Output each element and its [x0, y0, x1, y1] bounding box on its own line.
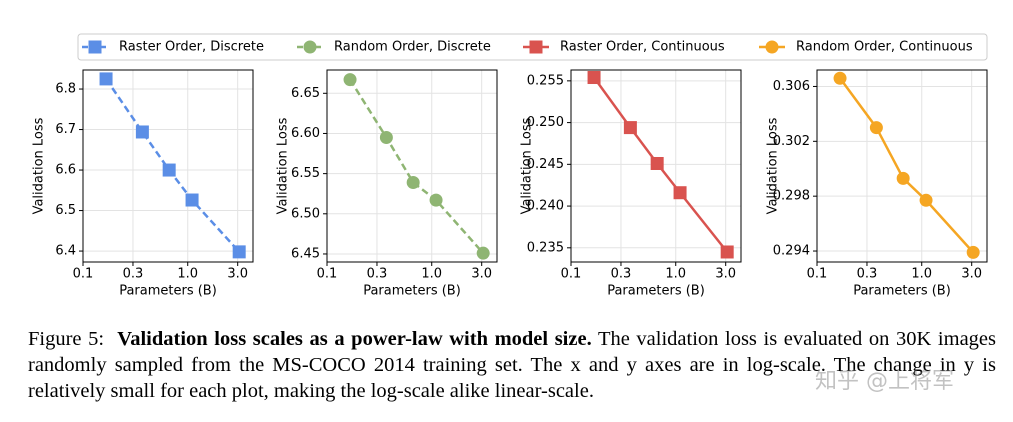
- legend-marker: [303, 40, 317, 54]
- legend-marker: [88, 40, 102, 54]
- plot-frame: [816, 69, 988, 263]
- x-tick-label: 3.0: [715, 267, 736, 282]
- y-tick-label: 0.306: [773, 79, 810, 94]
- caption-title: Validation loss scales as a power-law wi…: [117, 328, 592, 350]
- y-axis-label: Validation Loss: [766, 117, 781, 214]
- x-axis-label: Parameters (B): [119, 284, 217, 299]
- x-tick-label: 0.1: [807, 267, 828, 282]
- x-tick-label: 1.0: [665, 267, 686, 282]
- plot-frame: [326, 69, 498, 263]
- x-tick-label: 3.0: [961, 267, 982, 282]
- data-point: [896, 171, 910, 185]
- y-tick-label: 6.65: [291, 86, 320, 101]
- legend-label: Raster Order, Discrete: [119, 40, 264, 55]
- y-axis-label: Validation Loss: [276, 117, 291, 214]
- legend-label: Random Order, Discrete: [334, 40, 491, 55]
- x-tick-label: 1.0: [177, 267, 198, 282]
- legend-marker: [529, 40, 543, 54]
- plot-frame: [570, 69, 742, 263]
- figure: Raster Order, Discrete Random Order, Disc…: [32, 33, 988, 299]
- y-tick-label: 6.5: [55, 203, 76, 218]
- data-point: [99, 72, 113, 86]
- x-tick-label: 0.3: [367, 267, 388, 282]
- y-tick-label: 6.4: [55, 244, 76, 259]
- data-point: [623, 121, 637, 135]
- y-tick-label: 0.245: [527, 157, 564, 172]
- x-tick-label: 1.0: [911, 267, 932, 282]
- data-point: [343, 73, 357, 87]
- y-tick-label: 6.55: [291, 166, 320, 181]
- data-point: [379, 130, 393, 144]
- legend: Raster Order, Discrete Random Order, Disc…: [82, 40, 973, 55]
- x-tick-label: 0.3: [611, 267, 632, 282]
- data-point: [185, 193, 199, 207]
- data-point: [966, 245, 980, 259]
- y-axis-label: Validation Loss: [32, 117, 47, 214]
- y-tick-label: 0.302: [773, 134, 810, 149]
- y-tick-label: 0.250: [527, 115, 564, 130]
- x-tick-label: 3.0: [471, 267, 492, 282]
- y-tick-label: 6.8: [55, 82, 76, 97]
- data-point: [869, 121, 883, 135]
- x-tick-label: 0.3: [857, 267, 878, 282]
- data-point: [650, 156, 664, 170]
- y-tick-label: 6.60: [291, 126, 320, 141]
- data-point: [162, 163, 176, 177]
- y-tick-label: 6.6: [55, 163, 76, 178]
- data-point: [135, 125, 149, 139]
- x-tick-label: 0.1: [561, 267, 582, 282]
- series-line: [839, 77, 975, 254]
- x-tick-label: 3.0: [227, 267, 248, 282]
- x-axis-label: Parameters (B): [363, 284, 461, 299]
- y-tick-label: 6.50: [291, 206, 320, 221]
- y-tick-label: 6.45: [291, 246, 320, 261]
- caption-label: Figure 5:: [28, 328, 105, 350]
- data-point: [919, 193, 933, 207]
- data-point: [720, 245, 734, 259]
- legend-label: Random Order, Continuous: [796, 40, 973, 55]
- y-axis-label: Validation Loss: [520, 117, 535, 214]
- y-tick-label: 0.235: [527, 240, 564, 255]
- series-line: [348, 78, 485, 254]
- y-tick-label: 0.255: [527, 73, 564, 88]
- x-axis-label: Parameters (B): [853, 284, 951, 299]
- data-point: [406, 175, 420, 189]
- data-point: [587, 71, 601, 85]
- data-point: [673, 186, 687, 200]
- watermark: 知乎 @上将军: [815, 369, 954, 394]
- caption-text: The validation loss is evaluated on 30K …: [28, 328, 996, 402]
- data-point: [429, 193, 443, 207]
- y-tick-label: 0.240: [527, 199, 564, 214]
- data-point: [833, 71, 847, 85]
- data-point: [476, 246, 490, 260]
- y-tick-label: 0.298: [773, 189, 810, 204]
- y-tick-label: 6.7: [55, 122, 76, 137]
- legend-label: Raster Order, Continuous: [560, 40, 725, 55]
- x-axis-label: Parameters (B): [607, 284, 705, 299]
- legend-marker: [765, 40, 779, 54]
- y-tick-label: 0.294: [773, 244, 810, 259]
- x-tick-label: 0.3: [123, 267, 144, 282]
- x-tick-label: 1.0: [421, 267, 442, 282]
- x-tick-label: 0.1: [317, 267, 338, 282]
- x-tick-label: 0.1: [73, 267, 94, 282]
- caption: Figure 5: Validation loss scales as a po…: [28, 326, 996, 404]
- plot-frame: [82, 69, 254, 263]
- data-point: [232, 245, 246, 259]
